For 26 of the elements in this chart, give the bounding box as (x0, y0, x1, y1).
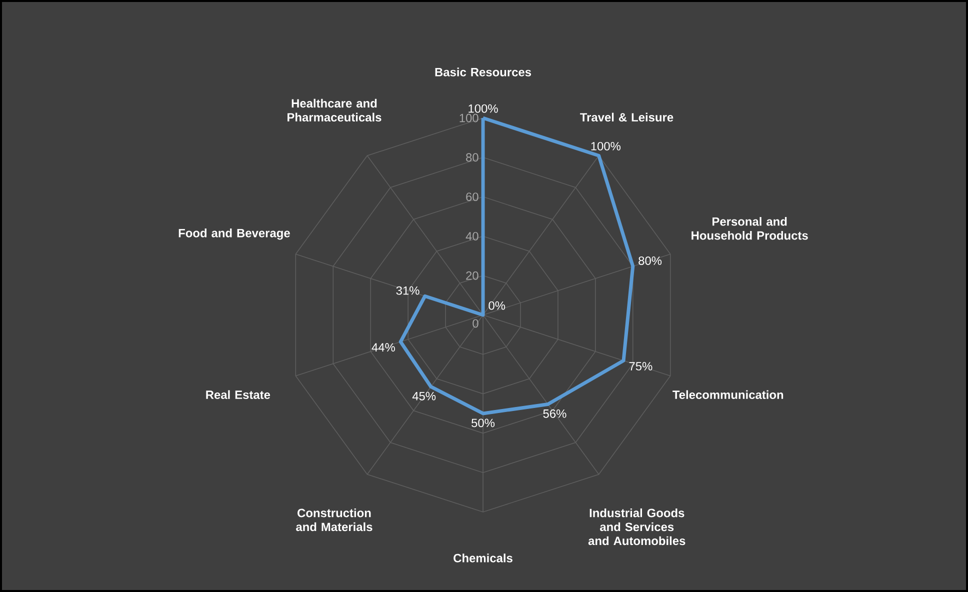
spoke-label: Food and Beverage (178, 228, 290, 240)
y-tick-label: 0 (472, 319, 478, 328)
data-label: 31% (396, 286, 420, 295)
data-label: 80% (638, 256, 662, 265)
y-tick-label: 20 (466, 271, 478, 280)
y-tick-label: 80 (466, 153, 478, 162)
data-label: 45% (412, 392, 436, 400)
y-tick-label: 100 (460, 114, 478, 122)
spoke-label: Construction and Materials (296, 508, 372, 532)
spoke-label: Real Estate (206, 390, 270, 400)
spoke-label: Telecommunication (672, 390, 784, 400)
data-label: 56% (543, 409, 566, 418)
y-tick-label: 60 (466, 192, 478, 202)
data-label: 75% (629, 362, 652, 370)
data-label: 100% (468, 104, 498, 113)
data-label: 0% (488, 301, 506, 310)
spoke-label: Travel & Leisure (580, 112, 674, 122)
spoke-label: Healthcare and Pharmaceuticals (288, 98, 382, 122)
spoke-label: Basic Resources (435, 68, 532, 76)
spoke-label: Chemicals (454, 554, 512, 562)
data-label: 50% (472, 418, 495, 428)
spoke-label: Industrial Goods and Services and Automobiles (588, 508, 686, 546)
data-label: 100% (591, 142, 621, 150)
data-label: 44% (372, 343, 395, 352)
y-tick-label: 40 (466, 232, 478, 240)
spoke-label: Personal and Household Products (692, 217, 808, 240)
